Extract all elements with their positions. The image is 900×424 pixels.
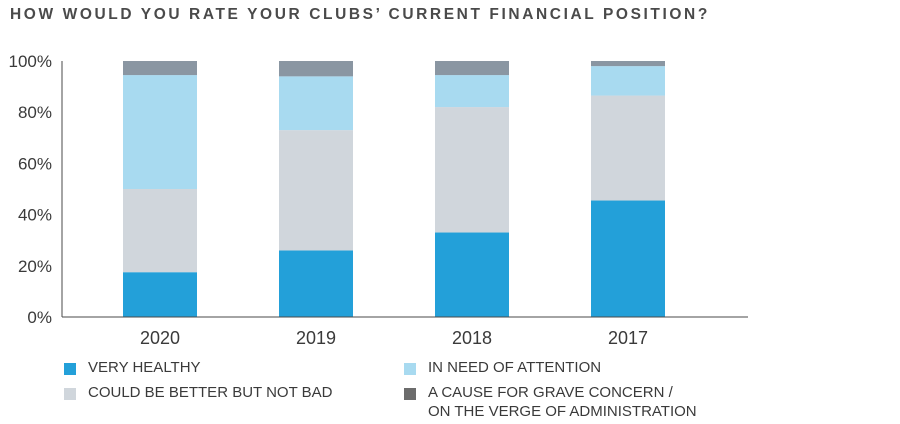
bar-2018-series-2: [435, 75, 509, 108]
y-tick-label-1: 20%: [18, 257, 52, 276]
x-tick-label-2017: 2017: [608, 328, 648, 348]
legend-label-grave-concern: A CAUSE FOR GRAVE CONCERN / ON THE VERGE…: [428, 384, 697, 420]
bar-2019-series-2: [279, 76, 353, 131]
bar-2017-series-3: [591, 61, 665, 67]
bar-2018-series-3: [435, 61, 509, 76]
x-tick-label-2020: 2020: [140, 328, 180, 348]
legend-item-could-be-better: COULD BE BETTER BUT NOT BAD: [64, 383, 333, 402]
bar-2020-series-2: [123, 75, 197, 189]
y-tick-label-5: 100%: [9, 52, 52, 71]
bar-2017-series-0: [591, 200, 665, 317]
legend-item-need-attention: IN NEED OF ATTENTION: [404, 358, 601, 377]
y-tick-label-4: 80%: [18, 103, 52, 122]
legend-swatch-could-be-better: [64, 388, 76, 400]
bar-2017-series-2: [591, 66, 665, 96]
legend-swatch-grave-concern: [404, 388, 416, 400]
bar-2018-series-0: [435, 232, 509, 317]
bar-2019-series-1: [279, 130, 353, 251]
bar-2020-series-1: [123, 189, 197, 273]
legend-label-very-healthy: VERY HEALTHY: [88, 359, 201, 376]
y-tick-label-3: 60%: [18, 154, 52, 173]
y-tick-label-0: 0%: [27, 308, 52, 327]
chart-title: HOW WOULD YOU RATE YOUR CLUBS’ CURRENT F…: [10, 6, 710, 23]
bar-2017-series-1: [591, 95, 665, 201]
bar-2018-series-1: [435, 107, 509, 233]
bar-2020-series-0: [123, 272, 197, 317]
legend-label-need-attention: IN NEED OF ATTENTION: [428, 359, 602, 376]
bar-2020-series-3: [123, 61, 197, 76]
bar-2019-series-0: [279, 250, 353, 317]
legend-item-very-healthy: VERY HEALTHY: [64, 358, 201, 377]
x-tick-label-2019: 2019: [296, 328, 336, 348]
y-tick-label-2: 40%: [18, 206, 52, 225]
legend-swatch-very-healthy: [64, 363, 76, 375]
bar-2019-series-3: [279, 61, 353, 77]
x-tick-label-2018: 2018: [452, 328, 492, 348]
legend-label-could-be-better: COULD BE BETTER BUT NOT BAD: [88, 384, 333, 401]
legend-swatch-need-attention: [404, 363, 416, 375]
legend-item-grave-concern: A CAUSE FOR GRAVE CONCERN / ON THE VERGE…: [404, 383, 697, 421]
